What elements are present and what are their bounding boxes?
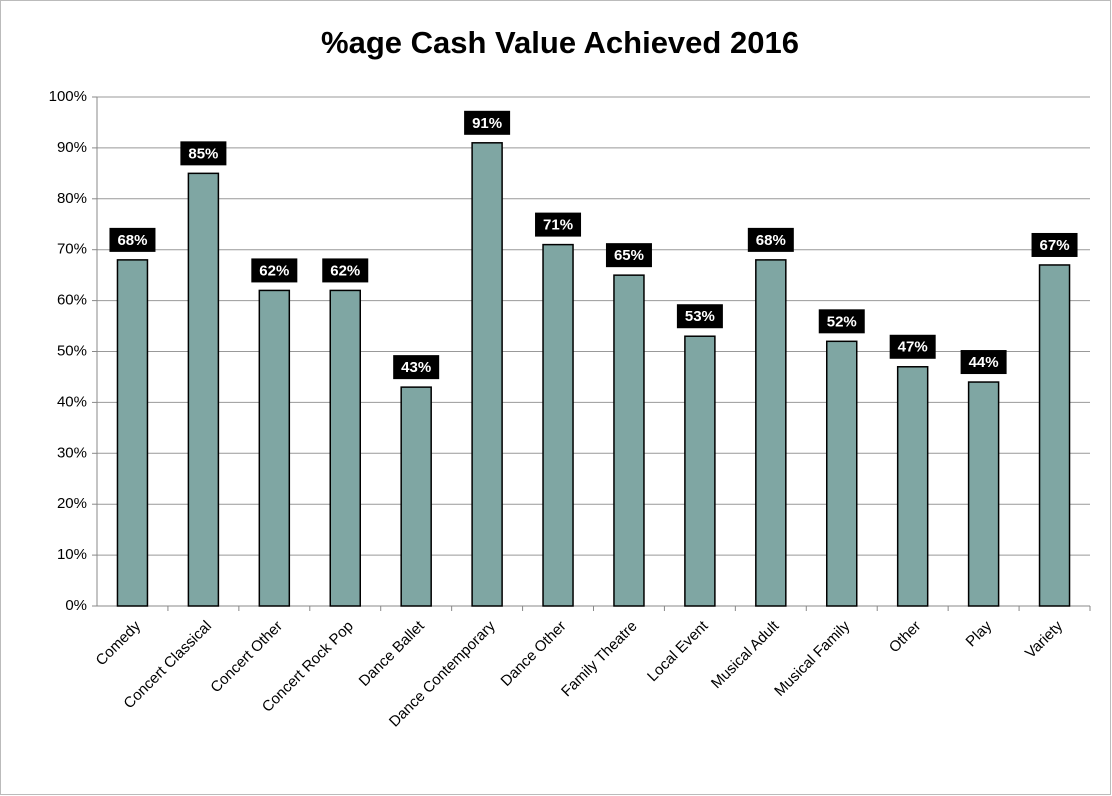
- value-label-box: [251, 258, 298, 283]
- bar: [896, 366, 929, 607]
- value-label: 85%: [188, 145, 218, 162]
- y-tick-label: 40%: [57, 393, 87, 410]
- value-label: 44%: [969, 354, 999, 371]
- y-tick-label: 10%: [57, 546, 87, 563]
- y-tick-label: 90%: [57, 139, 87, 156]
- value-label: 52%: [827, 313, 857, 330]
- value-label-box: [393, 355, 440, 380]
- value-label: 62%: [259, 262, 289, 279]
- y-tick-label: 0%: [65, 597, 87, 614]
- value-label-box: [960, 350, 1007, 375]
- y-tick-label: 20%: [57, 495, 87, 512]
- value-label: 62%: [330, 262, 360, 279]
- bar: [613, 274, 645, 607]
- value-label: 68%: [117, 232, 147, 249]
- value-label-box: [605, 243, 652, 268]
- value-label-box: [464, 110, 511, 135]
- bar: [258, 289, 291, 607]
- y-tick-label: 50%: [57, 342, 87, 359]
- value-label-box: [889, 334, 936, 359]
- bar: [116, 259, 149, 607]
- chart-title: %age Cash Value Achieved 2016: [321, 25, 799, 60]
- bar: [542, 243, 574, 607]
- bar: [400, 386, 432, 607]
- value-label: 47%: [898, 339, 928, 356]
- value-label: 91%: [472, 115, 502, 132]
- value-label-box: [676, 304, 723, 329]
- y-tick-label: 100%: [49, 88, 87, 105]
- bar: [187, 172, 220, 607]
- bar: [826, 340, 858, 607]
- value-label: 68%: [756, 232, 786, 249]
- value-label-box: [1031, 232, 1078, 257]
- bar: [967, 381, 1000, 607]
- value-label: 43%: [401, 359, 431, 376]
- value-label-box: [747, 227, 794, 252]
- y-tick-label: 30%: [57, 444, 87, 461]
- value-label: 71%: [543, 217, 573, 234]
- bar: [471, 142, 503, 607]
- bar: [329, 289, 361, 607]
- value-label-box: [180, 141, 227, 166]
- y-tick-label: 60%: [57, 292, 87, 309]
- value-label-box: [322, 258, 369, 283]
- value-label-box: [818, 309, 865, 334]
- y-tick-label: 70%: [57, 241, 87, 258]
- value-label-box: [535, 212, 582, 237]
- bar: [684, 335, 716, 607]
- y-tick-label: 80%: [57, 190, 87, 207]
- bar: [755, 259, 787, 607]
- value-label: 67%: [1040, 237, 1070, 254]
- value-label: 53%: [685, 308, 715, 325]
- bar: [1038, 264, 1071, 607]
- value-label: 65%: [614, 247, 644, 264]
- value-label-box: [109, 227, 156, 252]
